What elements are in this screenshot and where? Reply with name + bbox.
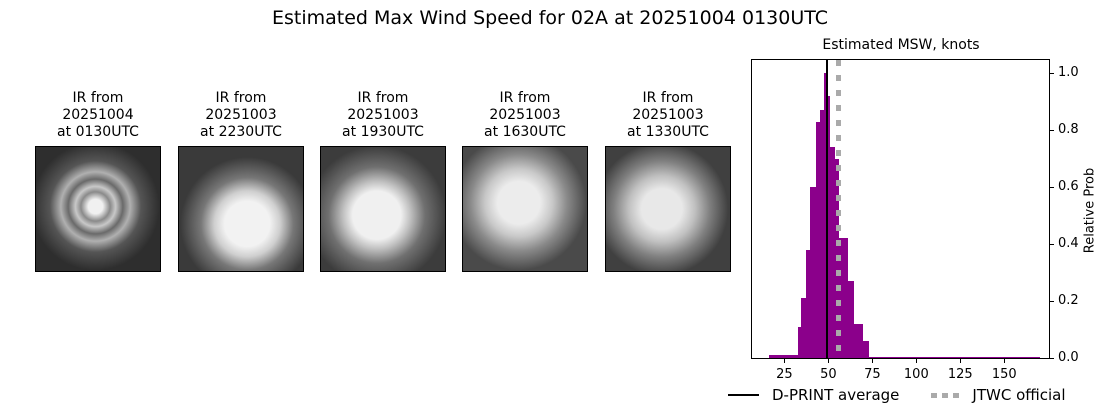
histogram-bar xyxy=(838,238,848,358)
y-tick-label: 0.6 xyxy=(1058,179,1079,195)
ir-satellite-image xyxy=(178,146,304,272)
histogram-bar xyxy=(810,187,816,358)
figure-title: Estimated Max Wind Speed for 02A at 2025… xyxy=(271,7,828,29)
y-tick-label: 0.0 xyxy=(1058,350,1079,365)
y-tick-label: 0.2 xyxy=(1058,293,1079,309)
y-tick xyxy=(1050,130,1054,132)
ir-panel-title: IR from 20251004 at 0130UTC xyxy=(35,90,161,142)
ir-satellite-image xyxy=(462,146,588,272)
ir-label-line: IR from xyxy=(357,90,409,106)
histogram-bar xyxy=(769,355,798,358)
histogram-bar xyxy=(868,356,1041,358)
ir-label-line: IR from xyxy=(642,90,694,106)
dprint-average-line xyxy=(825,60,828,358)
histogram-bar xyxy=(800,298,806,358)
x-tick-label: 25 xyxy=(776,367,793,382)
x-tick-label: 100 xyxy=(903,367,929,382)
y-tick xyxy=(1050,358,1054,359)
jtwc-official-line xyxy=(835,60,841,358)
ir-satellite-image xyxy=(605,146,731,272)
ir-panel-title: IR from 20251003 at 1330UTC xyxy=(605,90,731,142)
legend-dprint-average: D-PRINT average xyxy=(772,386,900,404)
ir-date: 20251003 xyxy=(347,107,419,123)
ir-panel-2: IR from 20251003 at 2230UTC xyxy=(178,90,304,272)
y-tick xyxy=(1050,187,1054,189)
x-tick-label: 125 xyxy=(947,367,973,382)
solid-line-legend-icon xyxy=(728,394,759,396)
ir-label-line: IR from xyxy=(72,90,124,106)
histogram-bar xyxy=(827,96,830,358)
y-tick xyxy=(1050,73,1054,75)
histogram-plot-area xyxy=(751,59,1050,359)
dotted-line-legend-icon xyxy=(931,392,965,398)
x-tick xyxy=(872,359,874,363)
x-tick-label: 50 xyxy=(820,367,837,382)
ir-panel-title: IR from 20251003 at 1630UTC xyxy=(462,90,588,142)
histogram-bar xyxy=(862,340,869,358)
ir-panel-3: IR from 20251003 at 1930UTC xyxy=(320,90,446,272)
y-tick-label: 1.0 xyxy=(1058,65,1079,81)
x-tick xyxy=(1004,359,1006,363)
x-tick-label: 150 xyxy=(991,367,1017,382)
ir-panel-1: IR from 20251004 at 0130UTC xyxy=(35,90,161,272)
histogram-bar xyxy=(797,326,801,358)
ir-satellite-image xyxy=(320,146,446,272)
y-tick xyxy=(1050,301,1054,303)
y-tick xyxy=(1050,244,1054,246)
legend-jtwc-official: JTWC official xyxy=(972,386,1066,404)
ir-panel-4: IR from 20251003 at 1630UTC xyxy=(462,90,588,272)
chart-legend: D-PRINT average JTWC official xyxy=(728,386,1066,404)
ir-date: 20251003 xyxy=(632,107,704,123)
x-tick xyxy=(916,359,918,363)
ir-satellite-image xyxy=(35,146,161,272)
ir-time: at 1630UTC xyxy=(484,124,566,140)
ir-time: at 2230UTC xyxy=(200,124,282,140)
y-tick-label: 0.4 xyxy=(1058,236,1079,252)
ir-label-line: IR from xyxy=(499,90,551,106)
histogram-bar xyxy=(854,323,863,358)
x-tick xyxy=(960,359,962,363)
ir-time: at 1930UTC xyxy=(342,124,424,140)
histogram-bar xyxy=(829,147,835,358)
x-tick-label: 75 xyxy=(864,367,881,382)
ir-panel-5: IR from 20251003 at 1330UTC xyxy=(605,90,731,272)
ir-panel-title: IR from 20251003 at 2230UTC xyxy=(178,90,304,142)
ir-label-line: IR from xyxy=(215,90,267,106)
ir-time: at 1330UTC xyxy=(627,124,709,140)
histogram-bar xyxy=(819,110,824,358)
y-axis-label: Relative Prob xyxy=(1082,167,1098,254)
ir-date: 20251003 xyxy=(205,107,277,123)
histogram-bar xyxy=(805,249,811,358)
ir-date: 20251004 xyxy=(62,107,134,123)
ir-panel-title: IR from 20251003 at 1930UTC xyxy=(320,90,446,142)
x-tick xyxy=(784,359,786,363)
ir-date: 20251003 xyxy=(489,107,561,123)
x-tick xyxy=(828,359,830,363)
y-tick-label: 0.8 xyxy=(1058,122,1079,138)
chart-title: Estimated MSW, knots xyxy=(822,37,980,53)
histogram-bar xyxy=(847,281,854,358)
histogram-bar xyxy=(816,121,820,358)
ir-time: at 0130UTC xyxy=(57,124,139,140)
